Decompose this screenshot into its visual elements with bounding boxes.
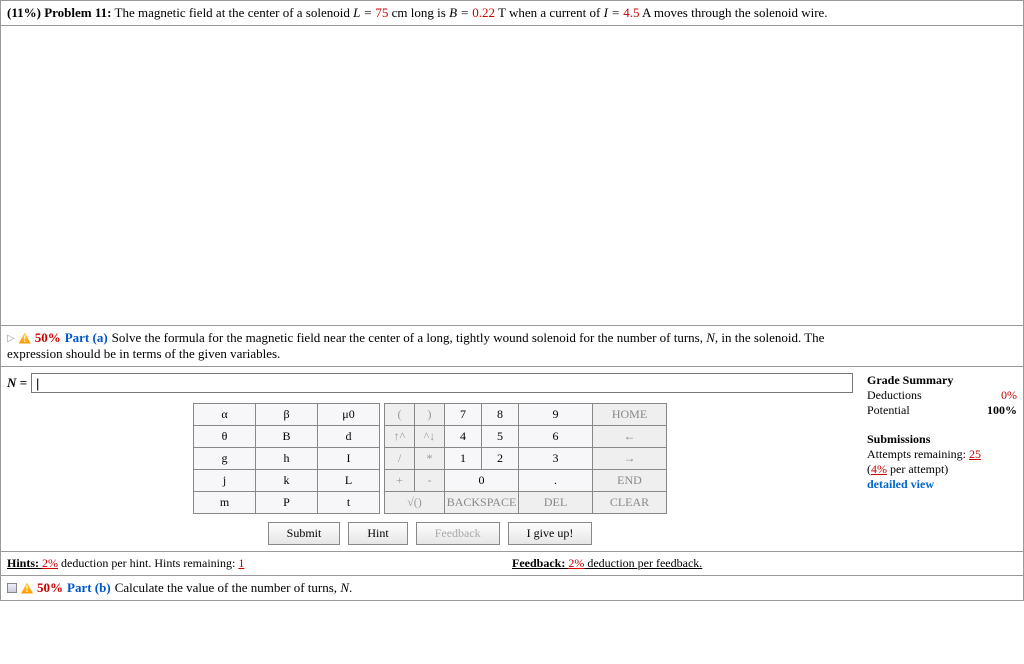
key-clear[interactable]: CLEAR [593, 492, 667, 514]
key-P[interactable]: P [256, 492, 318, 514]
key-mul[interactable]: * [415, 448, 445, 470]
key-t[interactable]: t [318, 492, 380, 514]
key-d[interactable]: d [318, 426, 380, 448]
key-div[interactable]: / [385, 448, 415, 470]
part-b-pct: 50% [37, 580, 63, 596]
key-end[interactable]: END [593, 470, 667, 492]
submit-button[interactable]: Submit [268, 522, 341, 545]
diagram-area [0, 26, 1024, 326]
hints-footer: Hints: 2% deduction per hint. Hints rema… [0, 552, 1024, 576]
sub-title: Submissions [867, 432, 1017, 447]
key-minus[interactable]: - [415, 470, 445, 492]
answer-input[interactable] [31, 373, 853, 393]
part-b-header: 50% Part (b) Calculate the value of the … [0, 576, 1024, 601]
key-j[interactable]: j [194, 470, 256, 492]
giveup-button[interactable]: I give up! [508, 522, 593, 545]
key-beta[interactable]: β [256, 404, 318, 426]
keypad-vars: αβμ0 θBd ghI jkL mPt [193, 403, 380, 514]
key-I[interactable]: I [318, 448, 380, 470]
part-a-pct: 50% [35, 330, 61, 346]
key-backspace[interactable]: BACKSPACE [445, 492, 519, 514]
key-dot[interactable]: . [519, 470, 593, 492]
hint-button[interactable]: Hint [348, 522, 407, 545]
key-alpha[interactable]: α [194, 404, 256, 426]
key-5[interactable]: 5 [482, 426, 519, 448]
feedback-button[interactable]: Feedback [416, 522, 500, 545]
key-7[interactable]: 7 [445, 404, 482, 426]
key-mu0[interactable]: μ0 [318, 404, 380, 426]
key-2[interactable]: 2 [482, 448, 519, 470]
key-theta[interactable]: θ [194, 426, 256, 448]
grade-title: Grade Summary [867, 373, 1017, 388]
key-up[interactable]: ↑^ [385, 426, 415, 448]
key-right[interactable]: → [593, 448, 667, 470]
key-h[interactable]: h [256, 448, 318, 470]
attempts-line: Attempts remaining: 25 [867, 447, 1017, 462]
per-attempt-line: (4% per attempt) [867, 462, 1017, 477]
part-b-label: Part (b) [67, 580, 111, 596]
key-sqrt[interactable]: √() [385, 492, 445, 514]
problem-text: The magnetic field at the center of a so… [115, 5, 828, 20]
detailed-view-link[interactable]: detailed view [867, 477, 1017, 492]
key-plus[interactable]: + [385, 470, 415, 492]
feedback-info: Feedback: 2% deduction per feedback. [512, 556, 1017, 571]
problem-label: Problem 11: [44, 5, 111, 20]
part-a-text-cont: expression should be in terms of the giv… [7, 346, 1017, 362]
expand-icon[interactable]: ▷ [7, 333, 15, 344]
key-6[interactable]: 6 [519, 426, 593, 448]
part-a-header: ▷ 50% Part (a) Solve the formula for the… [0, 326, 1024, 367]
keypad: αβμ0 θBd ghI jkL mPt ( ) 7 8 9 HOME [7, 403, 853, 514]
part-a-text-inline: Solve the formula for the magnetic field… [112, 330, 825, 346]
key-0[interactable]: 0 [445, 470, 519, 492]
key-3[interactable]: 3 [519, 448, 593, 470]
key-del[interactable]: DEL [519, 492, 593, 514]
key-8[interactable]: 8 [482, 404, 519, 426]
key-rparen[interactable]: ) [415, 404, 445, 426]
button-row: Submit Hint Feedback I give up! [7, 522, 853, 545]
ded-val: 0% [1001, 388, 1017, 403]
part-a-label: Part (a) [65, 330, 108, 346]
collapse-icon[interactable] [7, 583, 17, 593]
warn-icon [21, 583, 33, 594]
key-g[interactable]: g [194, 448, 256, 470]
pot-label: Potential [867, 403, 910, 418]
grade-summary: Grade Summary Deductions 0% Potential 100%… [867, 373, 1017, 545]
key-1[interactable]: 1 [445, 448, 482, 470]
key-down[interactable]: ^↓ [415, 426, 445, 448]
pot-val: 100% [987, 403, 1017, 418]
key-m[interactable]: m [194, 492, 256, 514]
answer-area: N = αβμ0 θBd ghI jkL mPt ( ) 7 8 [0, 367, 1024, 552]
answer-lhs: N = [7, 375, 27, 391]
key-lparen[interactable]: ( [385, 404, 415, 426]
part-b-text: Calculate the value of the number of tur… [115, 580, 353, 596]
warn-icon [19, 333, 31, 344]
key-4[interactable]: 4 [445, 426, 482, 448]
key-k[interactable]: k [256, 470, 318, 492]
ded-label: Deductions [867, 388, 922, 403]
key-home[interactable]: HOME [593, 404, 667, 426]
problem-header: (11%) Problem 11: The magnetic field at … [0, 0, 1024, 26]
key-9[interactable]: 9 [519, 404, 593, 426]
keypad-nums: ( ) 7 8 9 HOME ↑^ ^↓ 4 5 6 ← [384, 403, 667, 514]
key-left[interactable]: ← [593, 426, 667, 448]
key-B[interactable]: B [256, 426, 318, 448]
hints-info: Hints: 2% deduction per hint. Hints rema… [7, 556, 512, 571]
problem-weight: (11%) [7, 5, 41, 20]
key-L[interactable]: L [318, 470, 380, 492]
